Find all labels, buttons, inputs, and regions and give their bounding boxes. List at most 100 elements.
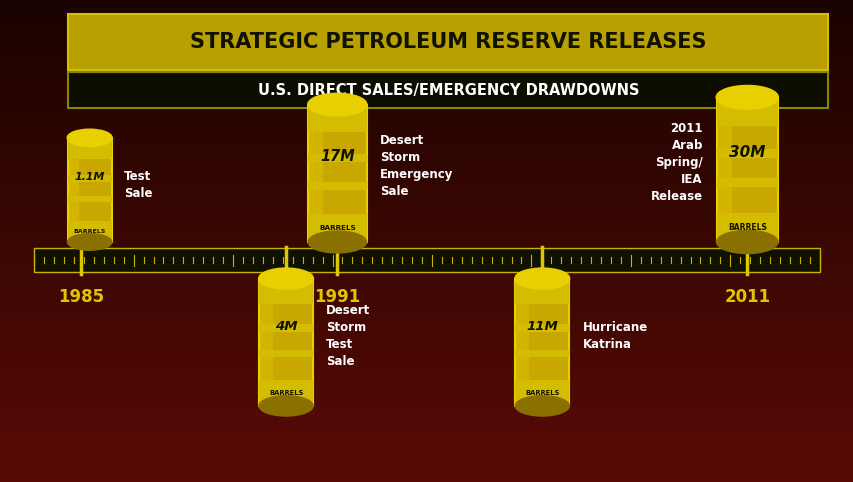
Bar [0,241,853,243]
Bar [0,277,853,280]
Bar [0,458,853,460]
Bar [0,460,853,463]
Text: BARRELS: BARRELS [73,229,106,234]
Bar [0,340,853,342]
Bar [0,431,853,434]
Bar [0,439,853,441]
Ellipse shape [514,268,569,289]
Bar [0,246,853,248]
Bar [0,31,853,34]
Bar [0,2,853,5]
Bar [0,84,853,87]
Bar [0,104,853,106]
FancyBboxPatch shape [67,138,112,159]
Bar [0,359,853,362]
Bar [0,29,853,31]
Bar [0,152,853,154]
Bar [0,376,853,378]
Text: STRATEGIC PETROLEUM RESERVE RELEASES: STRATEGIC PETROLEUM RESERVE RELEASES [190,32,705,53]
Bar [0,219,853,222]
Bar [0,248,853,251]
Bar [0,166,853,169]
Bar [0,296,853,299]
Bar [0,371,853,374]
Bar [0,87,853,89]
Bar [0,27,853,29]
Bar [0,328,853,330]
Bar [0,342,853,345]
FancyBboxPatch shape [258,279,313,406]
Bar [0,48,853,51]
Bar [0,113,853,116]
FancyBboxPatch shape [308,182,366,190]
Text: Desert
Storm
Test
Sale: Desert Storm Test Sale [326,304,370,368]
FancyBboxPatch shape [514,324,569,332]
Bar [0,330,853,333]
Bar [0,415,853,417]
Bar [0,12,853,14]
Text: BARRELS: BARRELS [269,390,303,396]
Bar [0,407,853,410]
Bar [0,145,853,147]
FancyBboxPatch shape [67,175,112,182]
Text: Test
Sale: Test Sale [124,170,153,200]
Bar [0,311,853,313]
Bar [0,128,853,130]
Text: 2011: 2011 [723,288,769,306]
Bar [0,164,853,166]
Bar [0,422,853,424]
Bar [0,316,853,318]
Bar [0,82,853,84]
Bar [0,321,853,323]
Bar [0,17,853,19]
Bar [0,313,853,316]
FancyBboxPatch shape [67,138,112,242]
Bar [0,448,853,451]
Bar [0,294,853,296]
Bar [0,465,853,468]
Ellipse shape [514,396,569,416]
Bar [0,349,853,352]
FancyBboxPatch shape [716,97,777,242]
FancyBboxPatch shape [514,380,569,406]
Bar [0,67,853,70]
Text: U.S. DIRECT SALES/EMERGENCY DRAWDOWNS: U.S. DIRECT SALES/EMERGENCY DRAWDOWNS [258,83,638,98]
Bar [0,154,853,157]
Ellipse shape [716,86,777,109]
Bar [0,441,853,443]
Ellipse shape [67,234,112,250]
Bar [0,101,853,104]
Bar [0,395,853,398]
FancyBboxPatch shape [258,279,313,304]
Bar [0,263,853,265]
Bar [0,369,853,371]
Bar [0,270,853,272]
Bar [0,463,853,465]
Text: 2011
Arab
Spring/
IEA
Release: 2011 Arab Spring/ IEA Release [650,122,702,203]
Bar [0,352,853,354]
Bar [0,202,853,205]
Bar [0,106,853,108]
Bar [0,205,853,207]
Bar [0,55,853,58]
Bar [0,323,853,325]
Bar [0,374,853,376]
Bar [0,188,853,190]
Bar [0,231,853,234]
Bar [0,325,853,328]
Bar [0,147,853,149]
Bar [0,398,853,400]
Bar [0,364,853,366]
Bar [0,429,853,431]
Bar [0,335,853,337]
Bar [0,108,853,111]
Bar [0,412,853,415]
Bar [0,140,853,142]
Bar [0,480,853,482]
Bar [0,46,853,48]
Text: 1.1M: 1.1M [74,173,105,182]
Bar [0,99,853,101]
Bar [0,301,853,304]
Bar [0,472,853,475]
Bar [0,174,853,176]
